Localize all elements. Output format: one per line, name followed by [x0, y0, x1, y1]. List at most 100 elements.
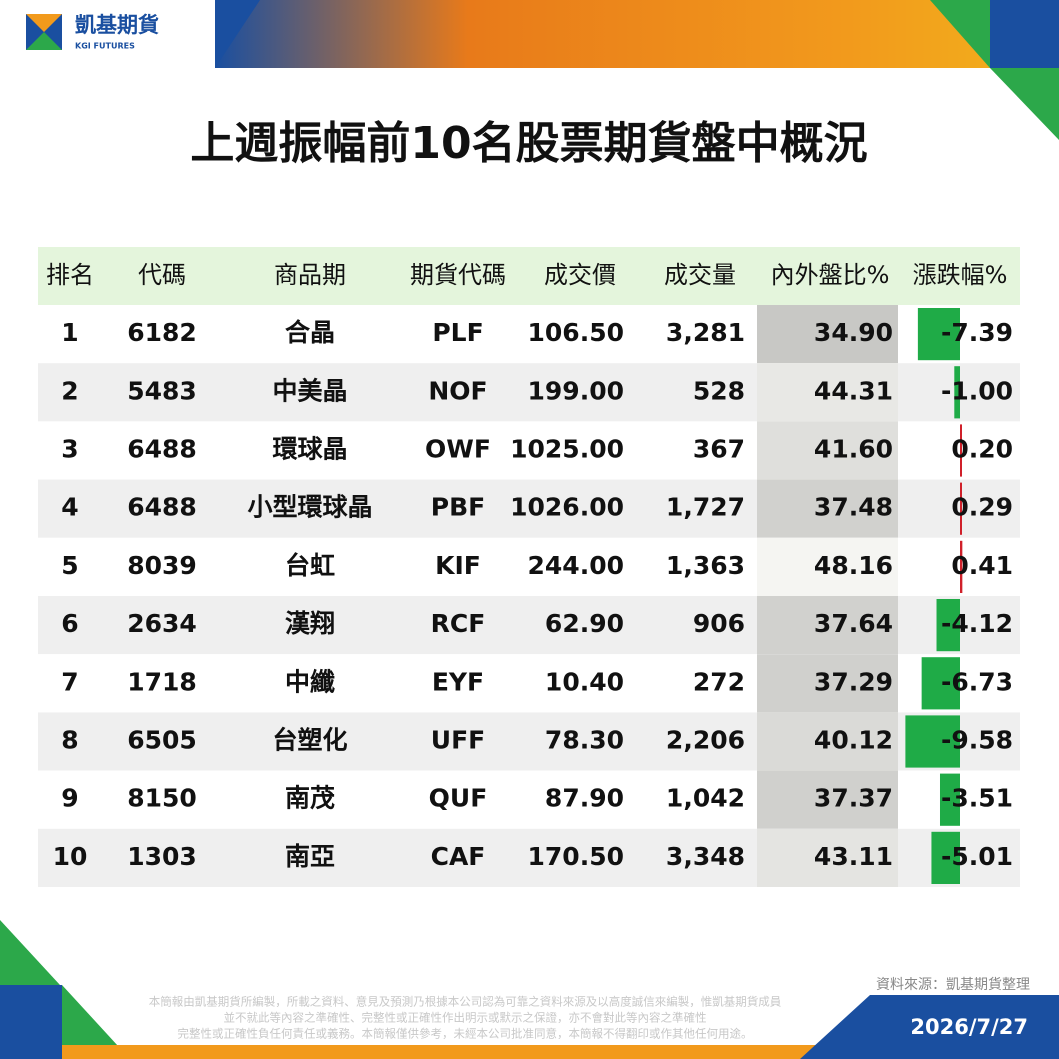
table-cell: 2	[61, 376, 78, 405]
table-cell: 中纖	[285, 667, 335, 696]
table-cell: 34.90	[814, 318, 893, 347]
table-cell: 37.37	[814, 784, 893, 813]
table-cell: 4	[61, 493, 78, 522]
table-cell: 43.11	[814, 842, 893, 871]
table-cell: -1.00	[941, 376, 1013, 405]
table-cell: 6488	[127, 435, 197, 464]
table-cell: 0.41	[951, 551, 1013, 580]
change-bar	[939, 773, 960, 826]
table-cell: 37.29	[814, 667, 893, 696]
top-band	[215, 0, 1059, 68]
table-cell: 528	[693, 376, 745, 405]
decor	[930, 0, 990, 68]
column-header: 期貨代碼	[410, 261, 506, 289]
change-bar	[954, 366, 960, 419]
table-cell: 41.60	[814, 435, 893, 464]
table-cell: 906	[693, 609, 745, 638]
decor	[800, 995, 1059, 1059]
change-bar	[917, 308, 960, 361]
column-header: 代碼	[138, 261, 186, 289]
header-row	[38, 247, 1020, 305]
table-cell: 0.29	[951, 493, 1013, 522]
logo-name: 凱基期貨	[75, 13, 159, 37]
table-cell: 40.12	[814, 726, 893, 755]
table-cell: 6505	[127, 726, 197, 755]
column-header: 排名	[46, 261, 94, 289]
table-cell: 10.40	[545, 667, 624, 696]
table-cell: 中美晶	[272, 376, 347, 405]
logo-icon	[26, 32, 62, 50]
change-bar	[960, 482, 962, 535]
table-cell: 48.16	[814, 551, 893, 580]
ratio-shade	[757, 479, 898, 538]
table-cell: 合晶	[285, 318, 335, 347]
table-cell: 3,281	[666, 318, 745, 347]
table-cell: 3	[61, 435, 78, 464]
table-cell: 2634	[127, 609, 197, 638]
table-cell: CAF	[431, 842, 486, 871]
title: 上週振幅前10名股票期貨盤中概況	[190, 118, 867, 169]
table-cell: 6182	[127, 318, 197, 347]
logo-sub: KGI FUTURES	[75, 42, 135, 51]
table-cell: 1,042	[666, 784, 745, 813]
table-cell: 244.00	[528, 551, 624, 580]
table-cell: 5	[61, 551, 78, 580]
table-cell: 272	[693, 667, 745, 696]
ratio-shade	[757, 305, 898, 364]
table-cell: -3.51	[941, 784, 1013, 813]
table-cell: 2,206	[666, 726, 745, 755]
table-cell: 8	[61, 726, 78, 755]
table-cell: 小型環球晶	[247, 493, 372, 522]
table-cell: KIF	[435, 551, 481, 580]
change-bar	[960, 540, 963, 593]
table-cell: OWF	[425, 435, 491, 464]
change-bar	[931, 831, 960, 884]
logo-icon	[26, 14, 62, 32]
ratio-shade	[757, 537, 898, 596]
table-cell: 漢翔	[285, 609, 335, 638]
table-cell: 1025.00	[510, 435, 624, 464]
decor	[0, 985, 62, 1059]
table-cell: 37.48	[814, 493, 893, 522]
table-cell: -7.39	[941, 318, 1013, 347]
disclaimer: 並不就此等內容之準確性、完整性或正確性作出明示或默示之保證，亦不會對此等內容之準…	[224, 1011, 707, 1025]
table-cell: 6488	[127, 493, 197, 522]
table-cell: 1303	[127, 842, 197, 871]
change-bar	[921, 657, 960, 710]
table-cell: 環球晶	[272, 435, 347, 464]
decor	[62, 985, 130, 1059]
table-cell: 1718	[127, 667, 197, 696]
decor	[0, 920, 60, 985]
table-cell: 199.00	[528, 376, 624, 405]
change-bar	[960, 424, 962, 477]
ratio-shade	[757, 596, 898, 655]
disclaimer: 本簡報由凱基期貨所編製，所載之資料、意見及預測乃根據本公司認為可靠之資料來源及以…	[149, 995, 782, 1009]
table-cell: 南亞	[285, 842, 335, 871]
ratio-shade	[757, 712, 898, 771]
table-cell: RCF	[431, 609, 486, 638]
table-cell: 37.64	[814, 609, 893, 638]
change-bar	[936, 599, 960, 652]
table-cell: 5483	[127, 376, 197, 405]
decor	[215, 0, 260, 68]
ratio-shade	[757, 828, 898, 887]
ratio-shade	[757, 770, 898, 829]
decor	[62, 1045, 900, 1059]
table-cell: 7	[61, 667, 78, 696]
table-cell: -9.58	[941, 726, 1013, 755]
column-header: 漲跌幅%	[913, 261, 1008, 289]
table-cell: PBF	[431, 493, 485, 522]
table-cell: 78.30	[545, 726, 624, 755]
decor	[990, 0, 1059, 68]
table-cell: 106.50	[528, 318, 624, 347]
table-cell: 6	[61, 609, 78, 638]
table-cell: NOF	[428, 376, 487, 405]
ratio-shade	[757, 363, 898, 422]
table-cell: 1,363	[666, 551, 745, 580]
table-cell: 1	[61, 318, 78, 347]
table-cell: 台塑化	[272, 726, 347, 755]
table-cell: 367	[693, 435, 745, 464]
disclaimer: 完整性或正確性負任何責任或義務。本簡報僅供參考，未經本公司批准同意，本簡報不得翻…	[178, 1027, 753, 1041]
